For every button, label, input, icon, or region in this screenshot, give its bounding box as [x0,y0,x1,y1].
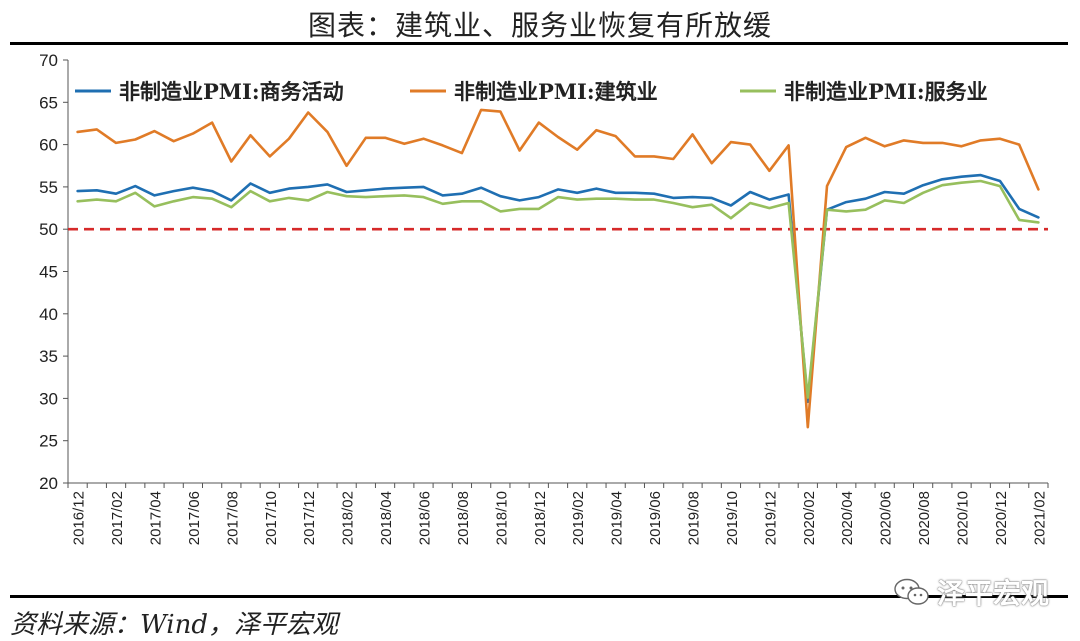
x-tick-label: 2018/12 [532,491,549,545]
y-tick-label: 60 [39,136,58,155]
bottom-rule [10,595,1068,598]
series-line-3 [76,179,1040,399]
y-tick-label: 25 [39,432,58,451]
source-note: 资料来源：Wind，泽平宏观 [10,610,338,640]
y-tick-label: 40 [39,305,58,324]
x-tick-label: 2019/04 [609,491,626,545]
x-tick-label: 2020/02 [801,491,818,545]
y-tick-label: 45 [39,263,58,282]
x-tick-label: 2021/02 [1031,491,1048,545]
x-tick-label: 2017/08 [224,491,241,545]
x-tick-label: 2017/06 [186,491,203,545]
y-tick-label: 65 [39,93,58,112]
y-tick-label: 70 [39,51,58,70]
x-tick-label: 2018/08 [455,491,472,545]
x-tick-label: 2020/06 [878,491,895,545]
legend-label: 非制造业PMI:建筑业 [454,79,658,104]
x-tick-label: 2017/10 [263,491,280,545]
x-tick-label: 2019/06 [647,491,664,545]
chart-title: 图表：建筑业、服务业恢复有所放缓 [307,9,772,42]
wechat-icon [894,578,929,605]
y-tick-label: 30 [39,389,58,408]
y-tick-label: 50 [39,220,58,239]
y-tick-label: 20 [39,474,58,493]
x-tick-label: 2019/12 [762,491,779,545]
x-tick-label: 2020/10 [955,491,972,545]
y-tick-label: 35 [39,347,58,366]
top-rule [10,42,1068,45]
x-tick-label: 2019/10 [724,491,741,545]
x-tick-label: 2017/12 [301,491,318,545]
x-tick-label: 2017/04 [147,491,164,545]
x-tick-label: 2020/12 [993,491,1010,545]
series-line-2 [76,108,1040,429]
x-tick-label: 2018/02 [340,491,357,545]
x-tick-label: 2017/02 [109,491,126,545]
x-tick-label: 2018/04 [378,491,395,545]
watermark: 泽平宏观 [893,572,1049,612]
x-tick-label: 2019/02 [570,491,587,545]
x-tick-label: 2019/08 [686,491,703,545]
legend-label: 非制造业PMI:商务活动 [119,79,344,104]
x-tick-label: 2016/12 [71,491,88,545]
watermark-text: 泽平宏观 [937,577,1050,610]
x-tick-label: 2018/06 [416,491,433,545]
x-tick-label: 2020/04 [839,491,856,545]
x-tick-label: 2020/08 [916,491,933,545]
x-tick-label: 2018/10 [493,491,510,545]
series-line-1 [76,173,1040,404]
legend-label: 非制造业PMI:服务业 [784,79,988,104]
y-tick-label: 55 [39,178,58,197]
